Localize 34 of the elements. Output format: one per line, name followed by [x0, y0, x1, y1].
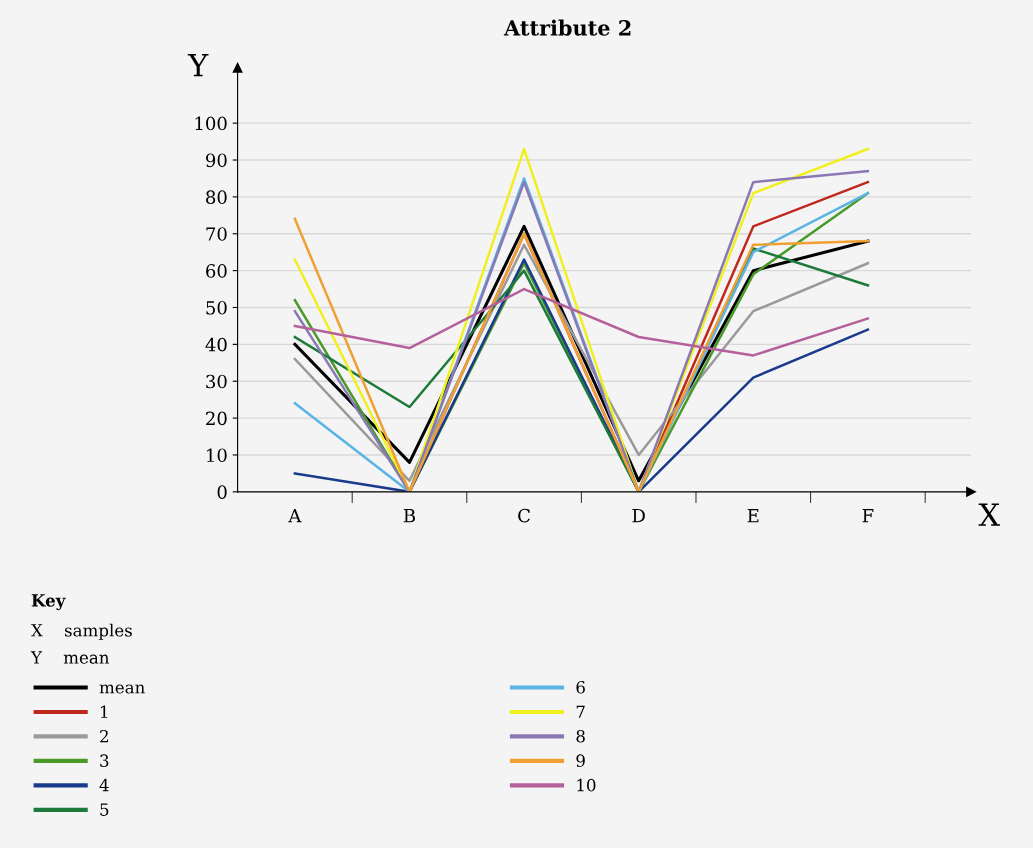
x-tick-label: C [518, 508, 530, 523]
y-tick-label: 30 [206, 374, 227, 389]
legend-label: 1 [101, 705, 108, 718]
y-tick-label: 90 [206, 153, 227, 168]
x-tick-label: E [747, 509, 759, 523]
x-tick-label: B [403, 509, 416, 523]
legend-label: 8 [576, 729, 585, 743]
x-tick-label: D [632, 509, 645, 523]
legend-label: 9 [576, 754, 585, 767]
y-tick-label: 20 [206, 411, 227, 426]
y-tick-label: 50 [206, 300, 227, 315]
y-tick-label: 70 [206, 227, 227, 241]
y-axis-title: Y [187, 53, 209, 77]
y-tick-label: 60 [206, 264, 227, 278]
y-tick-label: 80 [206, 190, 227, 204]
x-tick-label: F [862, 509, 874, 523]
legend-label: 4 [99, 778, 109, 792]
legend-label: 10 [577, 778, 596, 792]
text: Y mean [30, 651, 110, 664]
legend-label: 7 [576, 705, 585, 718]
legend-label: 3 [100, 754, 109, 767]
legend-title: Key [31, 594, 66, 611]
text: X samples [31, 623, 132, 640]
y-tick-label: 0 [217, 485, 227, 499]
legend-label: 6 [576, 680, 585, 694]
legend-label: mean [99, 684, 145, 694]
y-tick-label: 100 [195, 116, 227, 131]
y-tick-label: 10 [207, 448, 227, 463]
y-tick-label: 40 [205, 337, 227, 352]
legend-label: 2 [100, 729, 108, 743]
x-axis-title: X [978, 503, 1000, 526]
x-tick-label: A [288, 509, 302, 523]
legend-label: 5 [100, 803, 109, 816]
chart-title: Attribute 2 [503, 19, 631, 36]
